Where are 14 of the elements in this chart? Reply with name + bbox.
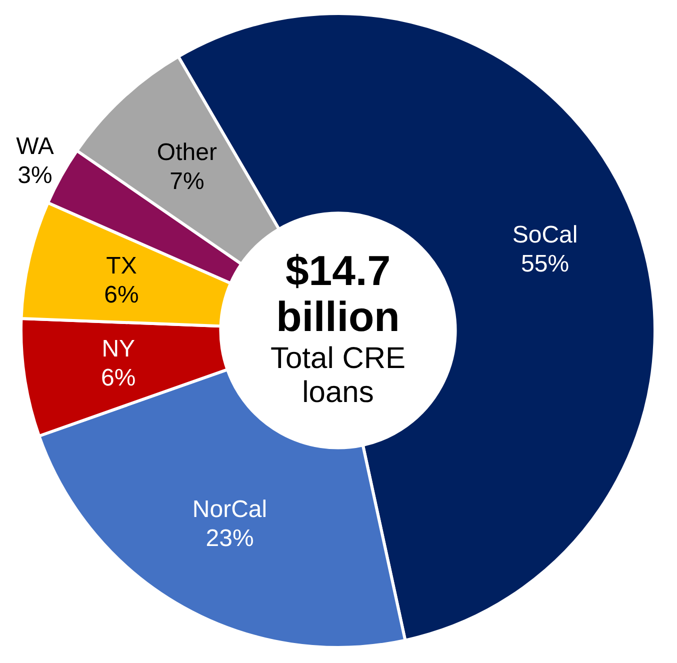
text: Total CRE loans xyxy=(270,342,406,409)
slice-label: NY xyxy=(102,335,136,362)
data-label: 3% xyxy=(18,162,52,190)
data-label: 6% xyxy=(101,364,136,392)
text: $14.7 billion xyxy=(276,247,400,340)
slice-label: Other xyxy=(156,139,217,166)
slice-label: NorCal xyxy=(192,496,268,524)
data-label: 6% xyxy=(104,281,139,308)
data-label: 55% xyxy=(521,250,570,278)
slice-label: WA xyxy=(16,133,54,160)
slice-label: SoCal xyxy=(512,222,578,249)
data-label: 23% xyxy=(206,525,254,552)
data-label: 7% xyxy=(170,168,204,196)
slice-label: TX xyxy=(106,252,137,280)
